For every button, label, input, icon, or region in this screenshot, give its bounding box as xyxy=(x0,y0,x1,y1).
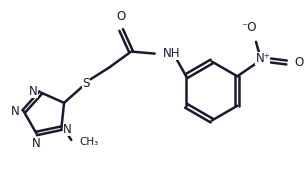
Text: S: S xyxy=(82,77,89,90)
Text: N⁺: N⁺ xyxy=(255,52,270,65)
Text: ⁻O: ⁻O xyxy=(241,21,257,34)
Text: N: N xyxy=(63,123,72,136)
Text: N: N xyxy=(32,137,41,150)
Text: N: N xyxy=(29,85,38,98)
Text: NH: NH xyxy=(163,47,180,60)
Text: O: O xyxy=(295,56,304,69)
Text: N: N xyxy=(11,105,20,118)
Text: O: O xyxy=(116,10,126,23)
Text: CH₃: CH₃ xyxy=(79,137,98,147)
